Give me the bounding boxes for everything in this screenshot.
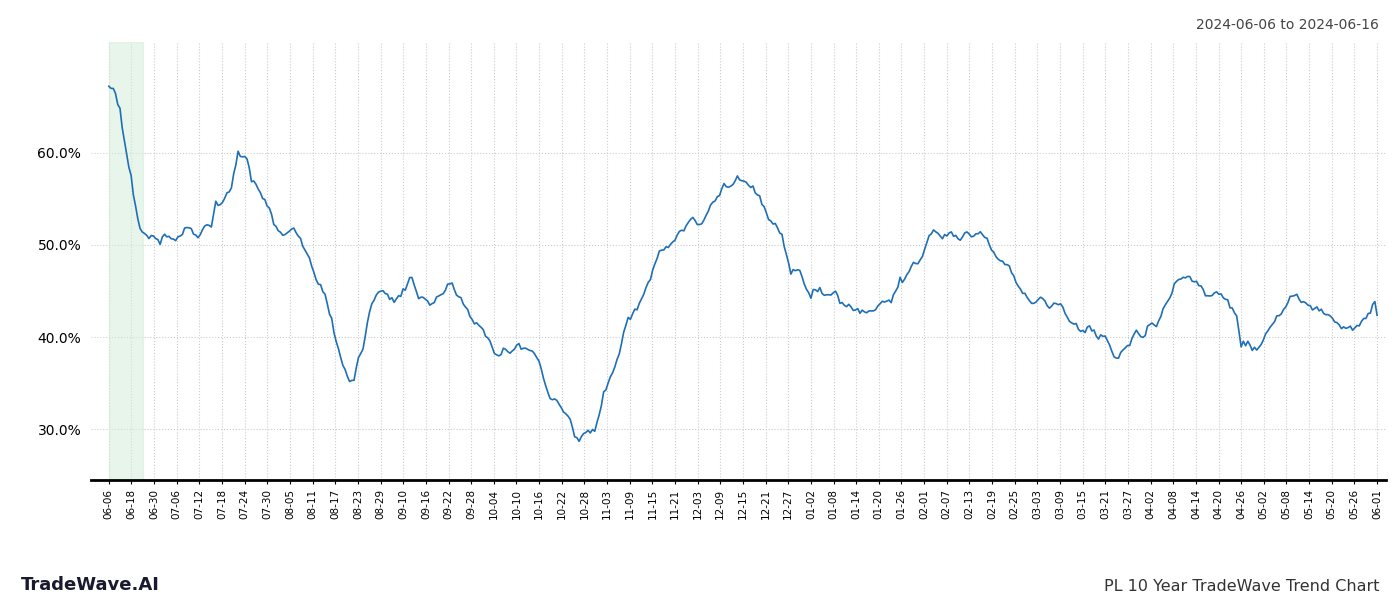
Text: 2024-06-06 to 2024-06-16: 2024-06-06 to 2024-06-16 (1196, 18, 1379, 32)
Text: TradeWave.AI: TradeWave.AI (21, 576, 160, 594)
Text: PL 10 Year TradeWave Trend Chart: PL 10 Year TradeWave Trend Chart (1103, 579, 1379, 594)
Bar (109, 42, 143, 480)
